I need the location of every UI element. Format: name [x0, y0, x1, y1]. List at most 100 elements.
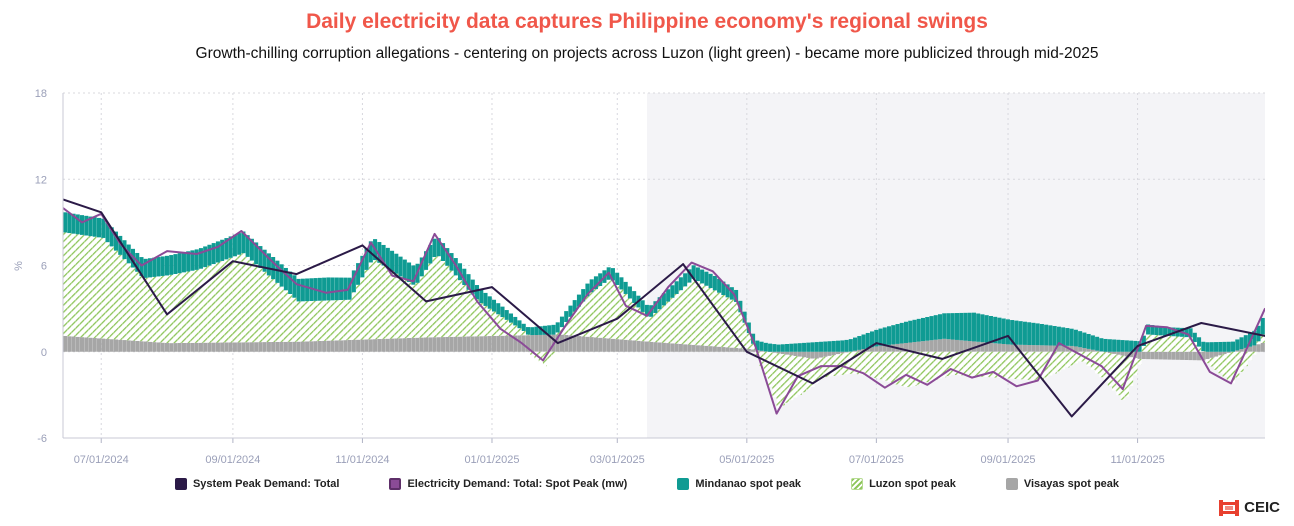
spot-peak-line-point [949, 368, 952, 370]
mindanao-bar [1226, 341, 1231, 352]
visayas-bar [980, 342, 985, 352]
mindanao-bar [207, 244, 212, 266]
mindanao-bar [254, 242, 259, 265]
visayas-bar [292, 341, 297, 352]
luzon-bar [139, 276, 144, 342]
mindanao-bar [1197, 337, 1202, 347]
luzon-bar [632, 302, 637, 341]
luzon-bar [1197, 346, 1202, 352]
spot-peak-line-point [370, 241, 372, 244]
visayas-bar [568, 335, 573, 352]
visayas-bar [1027, 344, 1032, 352]
visayas-bar [424, 337, 429, 352]
visayas-bar [288, 341, 293, 352]
luzon-bar [1205, 359, 1210, 364]
visayas-bar [538, 334, 543, 352]
luzon-bar [661, 305, 666, 343]
x-tick-label: 07/01/2025 [849, 454, 904, 466]
visayas-bar [1056, 345, 1061, 352]
visayas-bar [458, 336, 463, 352]
luzon-bar [1231, 351, 1236, 384]
mindanao-bar [1116, 339, 1121, 352]
luzon-bar [377, 262, 382, 340]
luzon-bar [63, 232, 68, 336]
luzon-bar [360, 277, 365, 340]
visayas-bar [1086, 348, 1091, 352]
luzon-bar [865, 351, 870, 376]
luzon-bar [504, 319, 509, 336]
visayas-bar [1218, 351, 1223, 356]
mindanao-bar [75, 214, 80, 235]
mindanao-bar [806, 342, 811, 352]
mindanao-bar [215, 241, 220, 263]
visayas-bar [126, 340, 131, 352]
visayas-bar [1248, 346, 1253, 352]
visayas-bar [186, 342, 191, 352]
mindanao-bar [857, 336, 862, 350]
visayas-bar [627, 340, 632, 352]
luzon-bar [241, 253, 246, 343]
mindanao-bar [198, 248, 203, 269]
mindanao-bar [105, 222, 110, 243]
visayas-bar [139, 341, 144, 352]
mindanao-bar [1222, 341, 1227, 352]
visayas-bar [63, 335, 68, 352]
luzon-bar [1001, 351, 1006, 379]
visayas-bar [220, 342, 225, 352]
mindanao-bar [1184, 328, 1189, 338]
visayas-bar [649, 341, 654, 352]
mindanao-bar [1231, 341, 1236, 352]
mindanao-bar [483, 292, 488, 306]
luzon-bar [1052, 351, 1057, 374]
luzon-bar [874, 351, 879, 378]
mindanao-bar [555, 322, 560, 333]
spot-peak-line-point [586, 293, 589, 296]
luzon-bar [194, 269, 199, 343]
luzon-bar [674, 293, 679, 344]
system-peak-line-point [361, 244, 364, 247]
spot-peak-line-point [1230, 382, 1232, 385]
mindanao-bar [343, 277, 348, 300]
visayas-bar [827, 351, 832, 356]
mindanao-bar [1095, 336, 1100, 351]
mindanao-bar [687, 269, 692, 283]
visayas-bar [525, 335, 531, 352]
luzon-bar [920, 351, 926, 384]
visayas-bar [903, 342, 909, 352]
mindanao-bar [266, 253, 271, 276]
luzon-bar [198, 268, 203, 343]
mindanao-bar [729, 287, 734, 300]
y-tick-label: 6 [41, 261, 47, 273]
mindanao-bar [937, 314, 943, 340]
spot-peak-line-point [1100, 365, 1103, 367]
mindanao-bar [891, 325, 896, 345]
visayas-bar [1095, 350, 1100, 352]
legend-label: Electricity Demand: Total: Spot Peak (mw… [407, 478, 628, 490]
spot-peak-line-point [412, 280, 415, 283]
visayas-bar [963, 340, 968, 352]
luzon-bar [1218, 355, 1223, 374]
luzon-bar [725, 297, 730, 348]
visayas-bar [130, 340, 136, 352]
luzon-bar [1010, 351, 1015, 379]
visayas-bar [271, 341, 276, 352]
legend-item-system-peak: System Peak Demand: Total [174, 478, 339, 490]
spot-peak-line-point [542, 359, 544, 362]
luzon-bar [564, 322, 569, 336]
luzon-bar [925, 351, 930, 383]
mindanao-bar [836, 340, 841, 352]
visayas-bar [1265, 342, 1269, 352]
visayas-bar [67, 336, 72, 352]
spot-peak-line-point [1121, 388, 1124, 390]
mindanao-bar [394, 253, 399, 274]
mindanao-bar [1120, 340, 1125, 352]
visayas-bar [853, 350, 858, 352]
visayas-bar [1090, 349, 1095, 352]
luzon-bar [802, 357, 807, 393]
visayas-bar [746, 348, 751, 352]
luzon-bar [1260, 334, 1265, 343]
visayas-bar [407, 338, 412, 352]
luzon-bar [500, 317, 505, 336]
mindanao-bar [967, 312, 972, 342]
visayas-bar [445, 336, 450, 352]
